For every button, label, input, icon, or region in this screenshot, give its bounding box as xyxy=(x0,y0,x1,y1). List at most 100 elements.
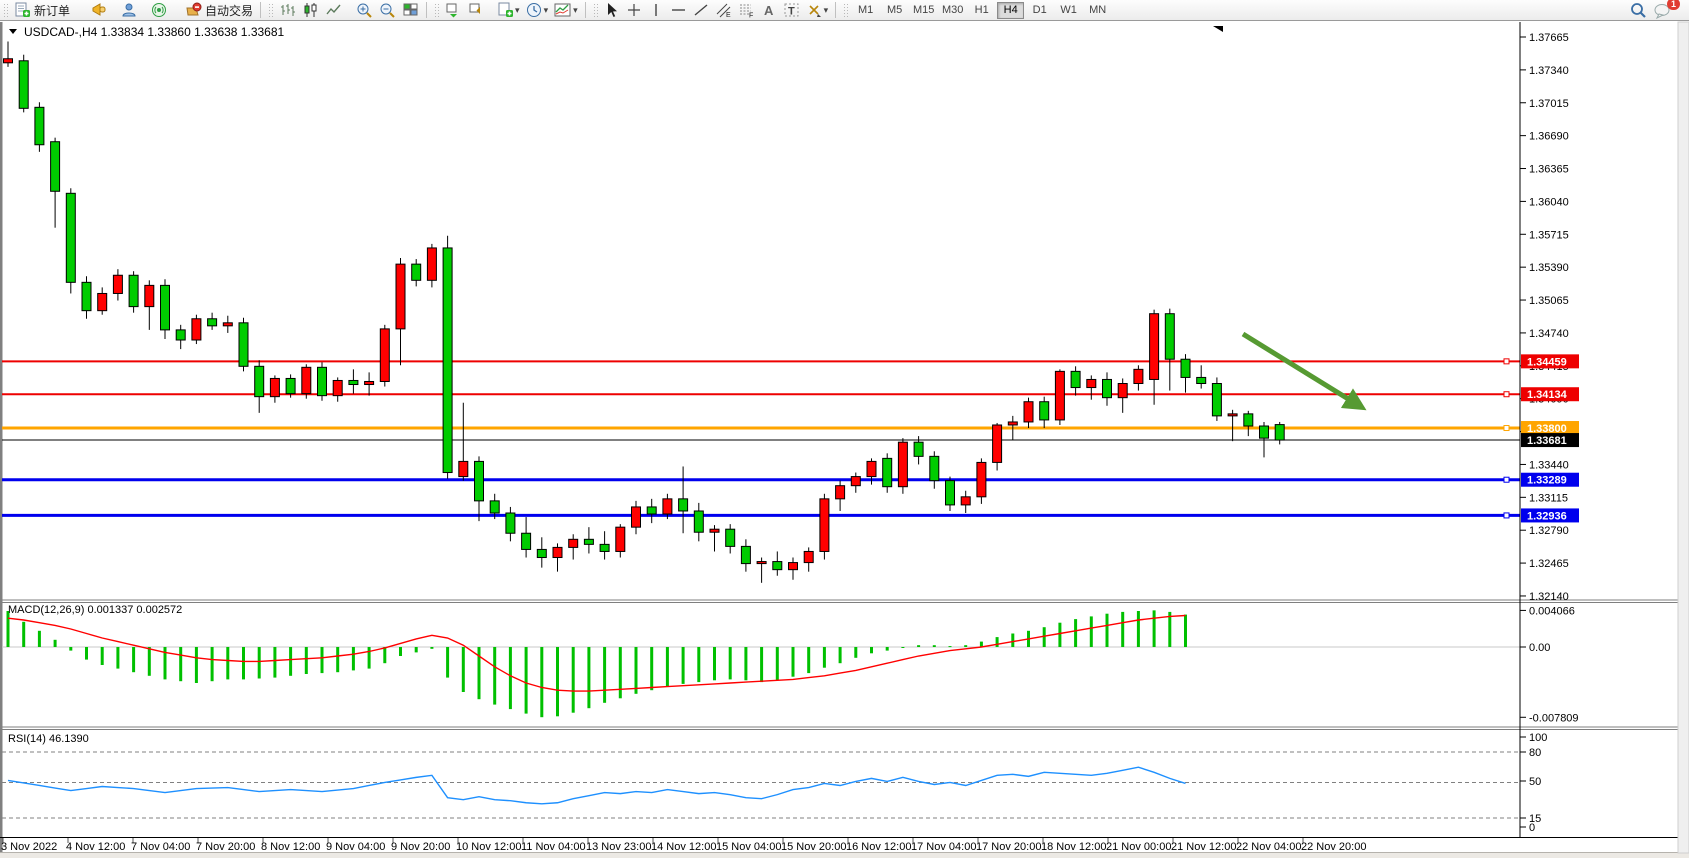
candle-down[interactable] xyxy=(772,561,783,571)
candle-down[interactable] xyxy=(599,543,610,552)
new-order-button[interactable]: 新订单 xyxy=(11,1,73,20)
tf-M1[interactable]: M1 xyxy=(858,3,874,16)
period-clock-button[interactable]: ▾ xyxy=(523,1,552,20)
candle-down[interactable] xyxy=(50,141,61,192)
bar-chart-mode-button[interactable] xyxy=(276,1,299,20)
candle-up[interactable] xyxy=(97,292,108,312)
tile-windows-button[interactable] xyxy=(399,1,422,20)
candle-down[interactable] xyxy=(442,247,453,474)
candle-up[interactable] xyxy=(364,380,375,386)
candle-down[interactable] xyxy=(160,284,170,331)
candle-down[interactable] xyxy=(882,457,893,488)
candle-up[interactable] xyxy=(709,528,720,533)
candle-up[interactable] xyxy=(379,328,390,382)
candle-up[interactable] xyxy=(615,526,626,552)
candle-up[interactable] xyxy=(662,498,673,515)
candle-down[interactable] xyxy=(348,379,359,386)
level-handle[interactable] xyxy=(1503,425,1510,432)
toolbar-grip[interactable] xyxy=(3,2,8,18)
level-handle[interactable] xyxy=(1503,358,1510,365)
candle-down[interactable] xyxy=(945,480,955,506)
candle-up[interactable] xyxy=(426,247,437,281)
candle-down[interactable] xyxy=(34,106,45,146)
auto-trading-button[interactable]: 自动交易 xyxy=(181,1,256,20)
candle-up[interactable] xyxy=(144,284,155,308)
cascade-windows-button[interactable] xyxy=(442,1,465,20)
candle-down[interactable] xyxy=(474,460,484,502)
signals-button[interactable] xyxy=(147,1,171,20)
shapes-tool-button[interactable]: ▾ xyxy=(803,1,832,20)
tf-H1[interactable]: H1 xyxy=(974,3,989,16)
tf-H4[interactable]: H4 xyxy=(997,1,1025,19)
cursor-tool-button[interactable] xyxy=(601,1,623,20)
candle-up[interactable] xyxy=(850,476,861,487)
level-handle[interactable] xyxy=(1503,391,1510,398)
candle-up[interactable] xyxy=(992,424,1003,463)
candle-down[interactable] xyxy=(65,192,76,283)
candle-up[interactable] xyxy=(552,546,563,559)
candle-up[interactable] xyxy=(960,496,971,506)
candle-up[interactable] xyxy=(1117,383,1128,399)
candle-down[interactable] xyxy=(536,548,547,559)
announcement-button[interactable] xyxy=(87,1,111,20)
zoom-in-button[interactable] xyxy=(353,1,376,20)
candle-down[interactable] xyxy=(128,274,139,308)
crosshair-tool-button[interactable] xyxy=(623,1,645,20)
candle-down[interactable] xyxy=(238,322,249,367)
candle-up[interactable] xyxy=(803,550,814,564)
candle-up[interactable] xyxy=(112,274,123,294)
trendline-tool-button[interactable] xyxy=(690,1,712,20)
tf-M30[interactable]: M30 xyxy=(941,3,964,16)
fibonacci-tool-button[interactable]: F xyxy=(735,1,758,20)
horizontal-line-tool-button[interactable] xyxy=(667,1,690,20)
candle-up[interactable] xyxy=(1086,378,1097,389)
candle-down[interactable] xyxy=(1274,424,1285,441)
candle-up[interactable] xyxy=(788,562,798,571)
candle-down[interactable] xyxy=(1039,401,1050,421)
candle-down[interactable] xyxy=(583,538,594,545)
candle-up[interactable] xyxy=(1023,401,1034,423)
tf-MN[interactable]: MN xyxy=(1089,3,1107,16)
text-label-tool-button[interactable]: T xyxy=(780,1,803,20)
candle-up[interactable] xyxy=(756,561,767,565)
candle-up[interactable] xyxy=(1133,368,1144,385)
candle-down[interactable] xyxy=(175,329,186,341)
community-button[interactable] xyxy=(117,1,141,20)
candle-down[interactable] xyxy=(1102,378,1112,399)
candle-down[interactable] xyxy=(929,455,940,482)
candle-up[interactable] xyxy=(191,318,202,341)
candle-down[interactable] xyxy=(646,506,657,515)
candle-down[interactable] xyxy=(1180,358,1191,378)
chat-button[interactable]: 1 xyxy=(1650,0,1680,20)
candle-down[interactable] xyxy=(1243,413,1254,427)
down-arrow-annotation[interactable] xyxy=(1241,331,1367,411)
candle-up[interactable] xyxy=(3,58,13,64)
candle-down[interactable] xyxy=(254,365,265,398)
candle-up[interactable] xyxy=(866,460,877,478)
candle-up[interactable] xyxy=(222,322,233,327)
candle-down[interactable] xyxy=(207,318,218,327)
candle-up[interactable] xyxy=(301,366,312,395)
level-handle[interactable] xyxy=(1503,512,1510,519)
candle-down[interactable] xyxy=(1259,425,1269,439)
arrange-windows-button[interactable] xyxy=(465,1,488,20)
candle-up[interactable] xyxy=(897,441,908,488)
candle-down[interactable] xyxy=(18,60,29,109)
template-button[interactable]: ▾ xyxy=(551,1,581,20)
tf-M5[interactable]: M5 xyxy=(887,3,903,16)
level-handle[interactable] xyxy=(1503,476,1510,483)
candle-down[interactable] xyxy=(411,263,422,281)
candle-up[interactable] xyxy=(1054,370,1065,421)
new-chart-button[interactable]: ▾ xyxy=(494,1,523,20)
candle-down[interactable] xyxy=(1070,370,1081,389)
tf-W1[interactable]: W1 xyxy=(1060,3,1077,16)
candle-up[interactable] xyxy=(458,460,469,478)
candle-up[interactable] xyxy=(332,379,343,397)
candle-up[interactable] xyxy=(568,538,579,548)
candle-down[interactable] xyxy=(521,532,532,550)
candle-up[interactable] xyxy=(819,498,830,552)
symbol-dropdown-icon[interactable] xyxy=(9,29,17,34)
candle-up[interactable] xyxy=(1227,413,1238,417)
candle-down[interactable] xyxy=(489,500,500,514)
